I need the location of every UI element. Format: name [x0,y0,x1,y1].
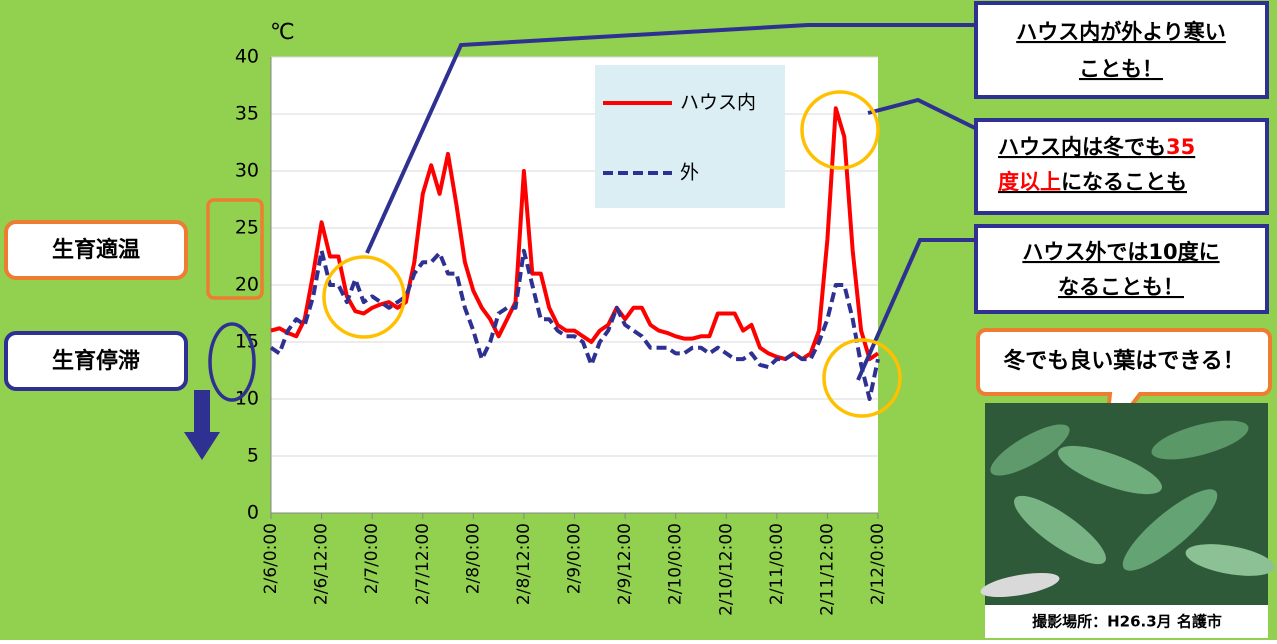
page: {"chart_data": {"type": "line", "unit": … [0,0,1277,644]
x-tick-label: 2/9/0:00 [565,523,585,594]
photo-caption: 撮影場所：H26.3月 名護市 [1032,613,1222,631]
x-tick-label: 2/8/0:00 [463,523,483,594]
unit-label: ℃ [270,20,295,45]
legend-label: 外 [680,162,699,184]
legend-box [595,65,785,208]
x-tick-label: 2/11/12:00 [817,523,837,616]
callout-text: ハウス内が外より寒い [1016,20,1226,44]
callout-text: ことも！ [1079,57,1163,81]
y-tick-label: 40 [235,46,259,68]
callout-text: ハウス外では10度に [1022,240,1219,264]
callout-segment: ハウス内は冬でも [998,135,1166,159]
y-tick-label: 30 [235,160,259,182]
x-tick-label: 2/11/0:00 [767,523,787,605]
callout-segment: 35 [1166,135,1195,159]
photo [979,403,1277,605]
callout-text: ハウス内は冬でも35 [998,135,1195,159]
bubble-text: 冬でも良い葉はできる！ [1003,348,1245,374]
callout-segment: 度以上 [998,170,1061,194]
x-tick-label: 2/9/12:00 [615,523,635,605]
callout-box [976,226,1267,312]
y-tick-label: 5 [247,445,259,467]
callout-segment: になることも [1061,170,1187,194]
x-tick-label: 2/6/0:00 [261,523,281,594]
legend-label: ハウス内 [680,92,756,114]
callout-text: 度以上になることも [998,170,1187,194]
x-tick-label: 2/6/12:00 [312,523,332,605]
label: 生育停滞 [52,348,140,374]
y-tick-label: 35 [235,103,259,125]
label: 生育適温 [52,237,140,263]
x-tick-label: 2/10/12:00 [716,523,736,616]
x-tick-label: 2/7/12:00 [413,523,433,605]
x-tick-label: 2/12/0:00 [868,523,888,605]
callout-box [976,3,1267,97]
chart: 05101520253035402/6/0:002/6/12:002/7/0:0… [0,0,1277,640]
x-tick-label: 2/7/0:00 [362,523,382,594]
x-tick-label: 2/10/0:00 [666,523,686,605]
x-tick-label: 2/8/12:00 [514,523,534,605]
callout-box [976,120,1267,213]
y-tick-label: 0 [247,502,259,524]
callout-text: なることも！ [1058,275,1184,299]
y-tick-label: 20 [235,274,259,296]
y-tick-label: 25 [235,217,259,239]
